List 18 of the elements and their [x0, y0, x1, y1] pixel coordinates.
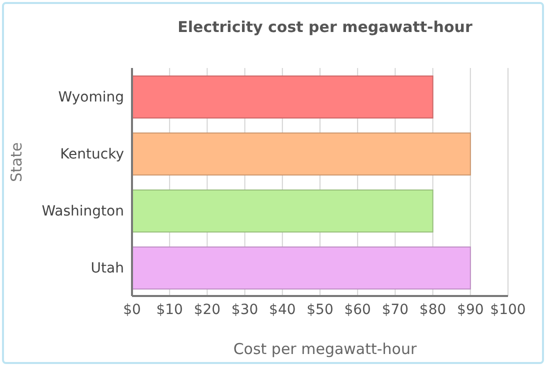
x-tick-label: $10 [156, 302, 183, 318]
chart-title: Electricity cost per megawatt-hour [176, 18, 474, 36]
x-tick-label: $50 [306, 302, 334, 318]
y-tick-label: Washington [42, 203, 124, 220]
x-tick-label: $80 [419, 302, 446, 318]
x-tick-label: $70 [382, 302, 409, 318]
x-tick-label: $30 [231, 302, 258, 318]
y-axis-title: State [7, 142, 26, 182]
x-tick-label: $100 [490, 302, 526, 318]
y-tick-label: Kentucky [60, 146, 124, 162]
x-tick-label: $20 [194, 302, 221, 318]
y-tick-label: Utah [90, 260, 124, 276]
x-tick-label: $40 [269, 302, 296, 318]
x-axis-title: Cost per megawatt-hour [232, 340, 418, 358]
x-tick-label: $60 [344, 302, 371, 318]
x-tick-label: $0 [123, 302, 141, 318]
x-tick-label: $90 [457, 302, 484, 318]
y-tick-label: Wyoming [58, 89, 124, 106]
